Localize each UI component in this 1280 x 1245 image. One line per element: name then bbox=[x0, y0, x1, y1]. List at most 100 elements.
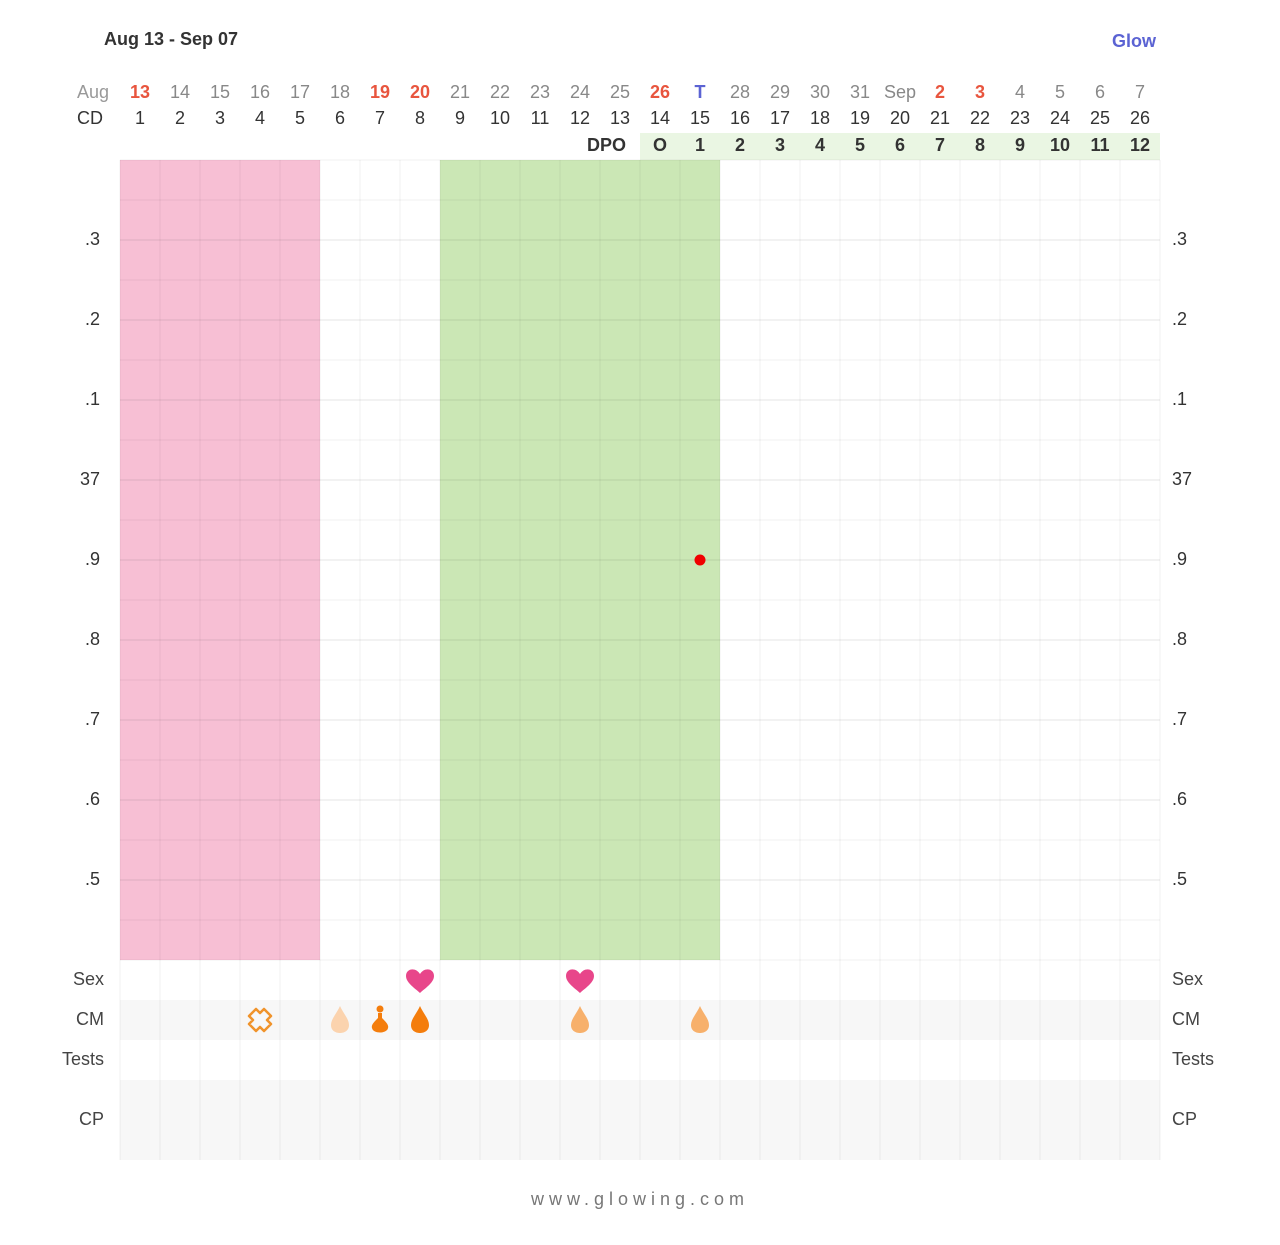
date-label: 15 bbox=[210, 82, 230, 102]
cd-label: 18 bbox=[810, 108, 830, 128]
row-band bbox=[120, 1000, 1160, 1040]
row-label: Tests bbox=[1172, 1049, 1214, 1069]
temperature-point bbox=[694, 554, 706, 566]
date-label: 20 bbox=[410, 82, 430, 102]
y-tick-label: .3 bbox=[1172, 229, 1187, 249]
dpo-label: O bbox=[653, 135, 667, 155]
cd-label: 19 bbox=[850, 108, 870, 128]
date-label: 24 bbox=[570, 82, 590, 102]
cd-label: 25 bbox=[1090, 108, 1110, 128]
cd-label: 23 bbox=[1010, 108, 1030, 128]
dpo-label: 3 bbox=[775, 135, 785, 155]
date-label: 13 bbox=[130, 82, 150, 102]
period-band bbox=[120, 160, 320, 960]
cd-label: 21 bbox=[930, 108, 950, 128]
dpo-label: 6 bbox=[895, 135, 905, 155]
date-label: 19 bbox=[370, 82, 390, 102]
cd-label: 17 bbox=[770, 108, 790, 128]
row-label: Sex bbox=[73, 969, 104, 989]
row-band bbox=[120, 1080, 1160, 1160]
cd-label: 12 bbox=[570, 108, 590, 128]
cd-label: 16 bbox=[730, 108, 750, 128]
cd-label: 15 bbox=[690, 108, 710, 128]
date-label: 18 bbox=[330, 82, 350, 102]
date-label: 4 bbox=[1015, 82, 1025, 102]
cd-label: 3 bbox=[215, 108, 225, 128]
cm-icon bbox=[371, 1013, 389, 1033]
cd-label: 26 bbox=[1130, 108, 1150, 128]
y-tick-label: 37 bbox=[80, 469, 100, 489]
y-tick-label: .5 bbox=[85, 869, 100, 889]
dpo-label: 9 bbox=[1015, 135, 1025, 155]
date-label: T bbox=[695, 82, 706, 102]
cd-label: 11 bbox=[531, 108, 550, 128]
dpo-label: 8 bbox=[975, 135, 985, 155]
cm-icon bbox=[691, 1006, 709, 1033]
y-tick-label: .1 bbox=[1172, 389, 1187, 409]
y-tick-label: .8 bbox=[1172, 629, 1187, 649]
date-label: 17 bbox=[290, 82, 310, 102]
chart-title: Aug 13 - Sep 07 bbox=[104, 29, 238, 49]
date-label: Sep bbox=[884, 82, 916, 102]
cd-label: 9 bbox=[455, 108, 465, 128]
cd-label: 4 bbox=[255, 108, 265, 128]
cm-icon-dot bbox=[376, 1005, 384, 1013]
fertile-band bbox=[440, 160, 720, 960]
date-label: 26 bbox=[650, 82, 670, 102]
date-label: 30 bbox=[810, 82, 830, 102]
dpo-label: 12 bbox=[1130, 135, 1150, 155]
date-label: 6 bbox=[1095, 82, 1105, 102]
date-label: 16 bbox=[250, 82, 270, 102]
date-label: 2 bbox=[935, 82, 945, 102]
y-tick-label: 37 bbox=[1172, 469, 1192, 489]
cd-label: 20 bbox=[890, 108, 910, 128]
month-label: Aug bbox=[77, 82, 109, 102]
y-tick-label: .8 bbox=[85, 629, 100, 649]
row-label: Tests bbox=[62, 1049, 104, 1069]
cd-label: 7 bbox=[375, 108, 385, 128]
footer: www.glowing.com bbox=[530, 1189, 749, 1209]
cd-label: 24 bbox=[1050, 108, 1070, 128]
y-tick-label: .9 bbox=[1172, 549, 1187, 569]
date-label: 21 bbox=[450, 82, 470, 102]
dpo-label: DPO bbox=[587, 135, 626, 155]
dpo-label: 4 bbox=[815, 135, 825, 155]
cd-label: 13 bbox=[610, 108, 630, 128]
date-label: 28 bbox=[730, 82, 750, 102]
dpo-label: 2 bbox=[735, 135, 745, 155]
date-label: 14 bbox=[170, 82, 190, 102]
row-label: CP bbox=[79, 1109, 104, 1129]
cd-label: 22 bbox=[970, 108, 990, 128]
date-label: 3 bbox=[975, 82, 985, 102]
heart bbox=[406, 969, 434, 993]
y-tick-label: .2 bbox=[1172, 309, 1187, 329]
row-label: CM bbox=[1172, 1009, 1200, 1029]
cm-icon bbox=[571, 1006, 589, 1033]
cd-label: 5 bbox=[295, 108, 305, 128]
cd-label: 1 bbox=[135, 108, 145, 128]
y-tick-label: .6 bbox=[85, 789, 100, 809]
cd-label: 10 bbox=[490, 108, 510, 128]
heart bbox=[566, 969, 594, 993]
y-tick-label: .7 bbox=[85, 709, 100, 729]
y-tick-label: .6 bbox=[1172, 789, 1187, 809]
cm-icon bbox=[411, 1006, 429, 1033]
date-label: 23 bbox=[530, 82, 550, 102]
cm-icon bbox=[331, 1006, 349, 1033]
cd-label: CD bbox=[77, 108, 103, 128]
cd-label: 14 bbox=[650, 108, 670, 128]
y-tick-label: .2 bbox=[85, 309, 100, 329]
row-label: CP bbox=[1172, 1109, 1197, 1129]
cd-label: 8 bbox=[415, 108, 425, 128]
dpo-label: 1 bbox=[695, 135, 705, 155]
y-tick-label: .9 bbox=[85, 549, 100, 569]
date-label: 22 bbox=[490, 82, 510, 102]
dpo-label: 11 bbox=[1090, 135, 1109, 155]
date-label: 5 bbox=[1055, 82, 1065, 102]
dpo-band bbox=[640, 133, 1160, 160]
y-tick-label: .1 bbox=[85, 389, 100, 409]
logo: Glow bbox=[1112, 31, 1157, 51]
dpo-label: 5 bbox=[855, 135, 865, 155]
dpo-label: 7 bbox=[935, 135, 945, 155]
